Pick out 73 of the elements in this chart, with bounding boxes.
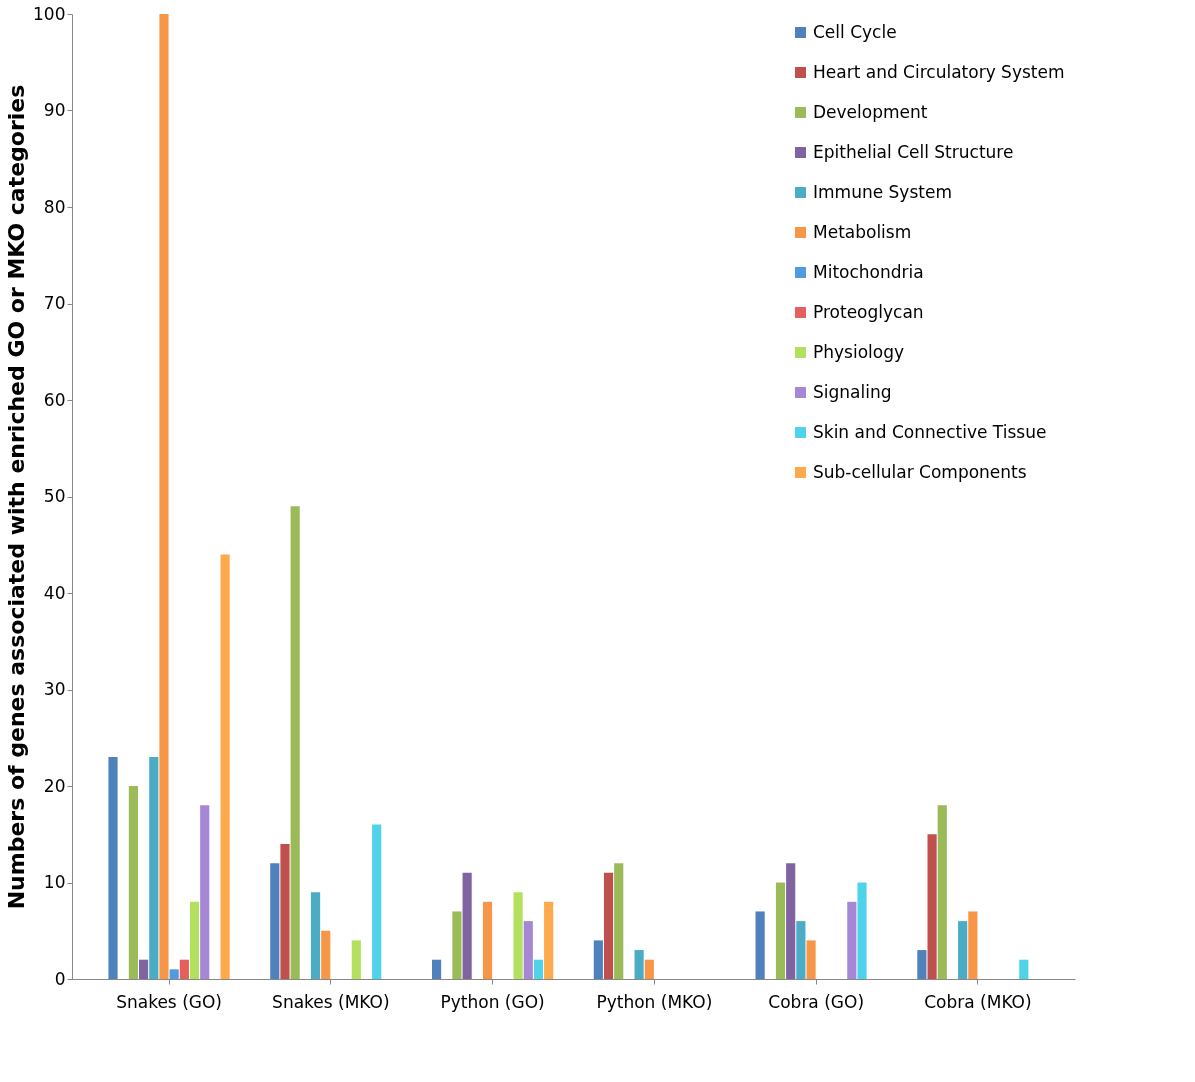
bar	[806, 940, 816, 979]
bar	[290, 506, 300, 979]
bar	[775, 882, 786, 979]
legend-label: Skin and Connective Tissue	[813, 421, 1047, 442]
y-tick-label: 50	[43, 486, 66, 506]
bar	[644, 959, 654, 979]
bar	[462, 872, 472, 979]
x-tick-label: Cobra (GO)	[768, 991, 865, 1012]
bar	[513, 892, 523, 979]
bar	[270, 863, 280, 979]
bar	[189, 901, 200, 979]
bar	[1019, 959, 1029, 979]
y-tick-label: 0	[54, 968, 66, 989]
bar	[593, 940, 603, 979]
legend-label: Proteoglycan	[813, 301, 924, 322]
legend-label: Signaling	[813, 381, 892, 402]
bar	[544, 901, 554, 979]
bar	[310, 892, 321, 979]
bar	[634, 950, 644, 979]
legend-label: Metabolism	[813, 221, 912, 242]
bar	[149, 757, 159, 979]
legend-label: Heart and Circulatory System	[813, 61, 1065, 82]
y-tick-label: 10	[43, 872, 66, 892]
legend-label: Development	[813, 101, 928, 122]
bar	[128, 786, 138, 979]
bar	[857, 882, 867, 979]
bar	[958, 921, 968, 979]
bar	[927, 834, 937, 979]
y-tick-label: 20	[43, 775, 66, 796]
x-tick-label: Cobra (MKO)	[924, 991, 1032, 1012]
bar	[968, 911, 978, 979]
bar	[321, 930, 331, 979]
bar	[786, 863, 796, 979]
bar	[139, 959, 149, 979]
bar	[917, 950, 927, 979]
bar	[179, 959, 189, 979]
legend-label: Physiology	[813, 341, 905, 362]
x-tick-label: Snakes (MKO)	[272, 991, 390, 1012]
bar	[755, 911, 765, 979]
bar	[431, 959, 442, 979]
legend-label: Cell Cycle	[813, 21, 897, 42]
legend-label: Sub-cellular Components	[813, 461, 1027, 482]
bar	[847, 901, 857, 979]
bar	[280, 843, 290, 979]
y-tick-label: 30	[43, 679, 66, 699]
bar	[372, 824, 382, 979]
bar	[159, 14, 169, 979]
bar	[200, 805, 210, 979]
legend-label: Epithelial Cell Structure	[813, 141, 1014, 162]
legend-label: Immune System	[813, 181, 952, 202]
legend-label: Mitochondria	[813, 261, 924, 282]
y-tick-label: 90	[43, 100, 66, 120]
y-tick-label: 40	[43, 582, 66, 603]
bar	[937, 805, 947, 979]
y-tick-label: 80	[43, 196, 66, 217]
bar	[603, 872, 614, 979]
y-tick-label: 60	[43, 389, 66, 410]
y-axis-title: Numbers of genes associated with enriched GO or MKO categories	[4, 84, 30, 910]
bar	[351, 940, 361, 979]
bar	[796, 921, 806, 979]
bar	[452, 911, 462, 979]
x-tick-label: Snakes (GO)	[116, 991, 222, 1012]
bar	[482, 901, 493, 979]
bar	[523, 921, 533, 979]
bar	[169, 969, 179, 979]
bar	[220, 554, 230, 979]
x-tick-label: Python (MKO)	[596, 991, 713, 1012]
bar	[108, 757, 118, 979]
x-tick-label: Python (GO)	[440, 991, 545, 1012]
bar	[614, 863, 624, 979]
y-tick-label: 70	[43, 293, 66, 313]
bar	[533, 959, 544, 979]
y-tick-label: 100	[33, 3, 66, 24]
